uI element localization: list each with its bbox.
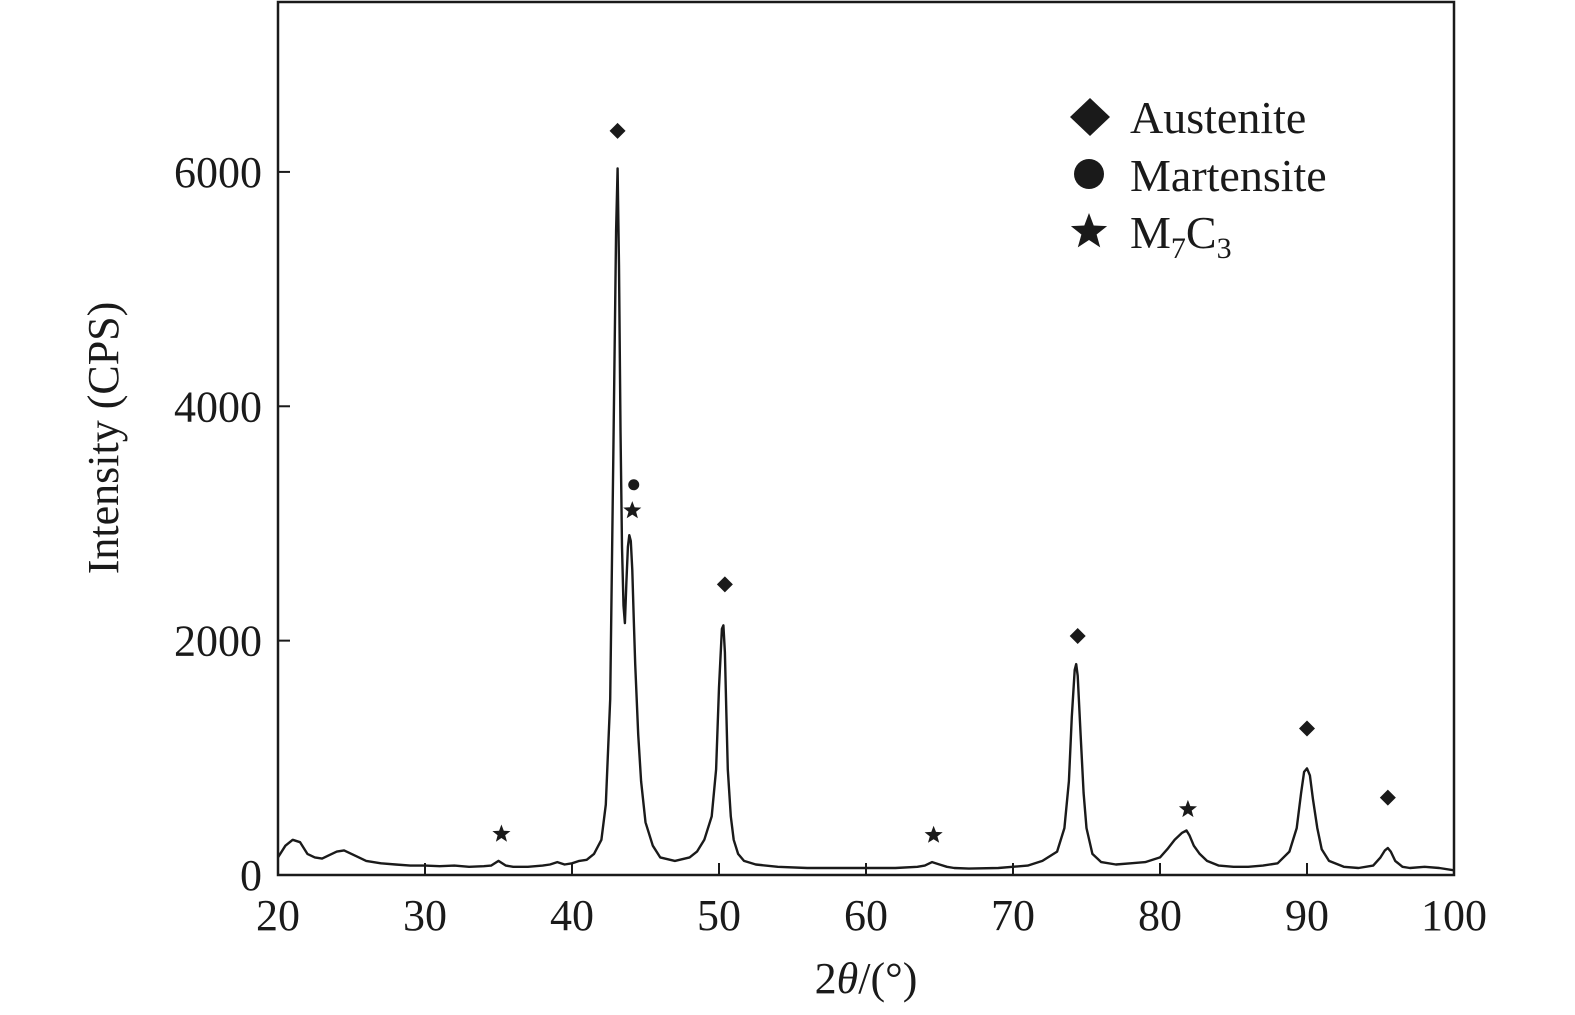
x-tick-label: 100 [1421, 891, 1487, 940]
legend-label-m7c3: M7C3 [1130, 207, 1232, 265]
series-line [276, 167, 1455, 872]
y-tick-label: 2000 [174, 617, 262, 666]
legend-label-austenite: Austenite [1130, 92, 1306, 143]
x-tick-label: 60 [844, 891, 888, 940]
legend: Austenite Martensite M7C3 [1070, 92, 1327, 265]
legend-circle-icon [1074, 159, 1104, 189]
y-tick-label: 0 [240, 851, 262, 900]
y-tick-label: 6000 [174, 148, 262, 197]
axis-tick-labels: 20 30 40 50 60 70 80 90 100 0 2000 4000 6000 [174, 148, 1487, 940]
martensite-circle-icon [628, 479, 640, 491]
austenite-diamond-icon [1299, 720, 1315, 737]
legend-diamond-icon [1070, 98, 1110, 136]
x-tick-label: 50 [697, 891, 741, 940]
austenite-diamond-icon [609, 122, 626, 139]
legend-label-martensite: Martensite [1130, 150, 1327, 201]
m7c3-star-icon [1178, 799, 1197, 818]
x-tick-label: 70 [991, 891, 1035, 940]
axis-ticks [277, 170, 1455, 876]
peak-markers [492, 122, 1396, 843]
x-tick-label: 30 [403, 891, 447, 940]
legend-star-icon [1070, 213, 1108, 248]
m7c3-star-icon [623, 501, 642, 519]
x-tick-label: 80 [1138, 891, 1182, 940]
y-tick-label: 4000 [174, 382, 262, 431]
y-axis-title: Intensity (CPS) [79, 302, 128, 575]
x-tick-label: 20 [256, 891, 300, 940]
x-tick-label: 90 [1285, 891, 1329, 940]
x-axis-title: 2θ/(°) [815, 954, 918, 1003]
m7c3-star-icon [492, 824, 511, 842]
austenite-diamond-icon [1069, 627, 1086, 644]
austenite-diamond-icon [1379, 789, 1396, 806]
austenite-diamond-icon [716, 576, 733, 593]
m7c3-star-icon [924, 825, 943, 843]
x-tick-label: 40 [550, 891, 594, 940]
